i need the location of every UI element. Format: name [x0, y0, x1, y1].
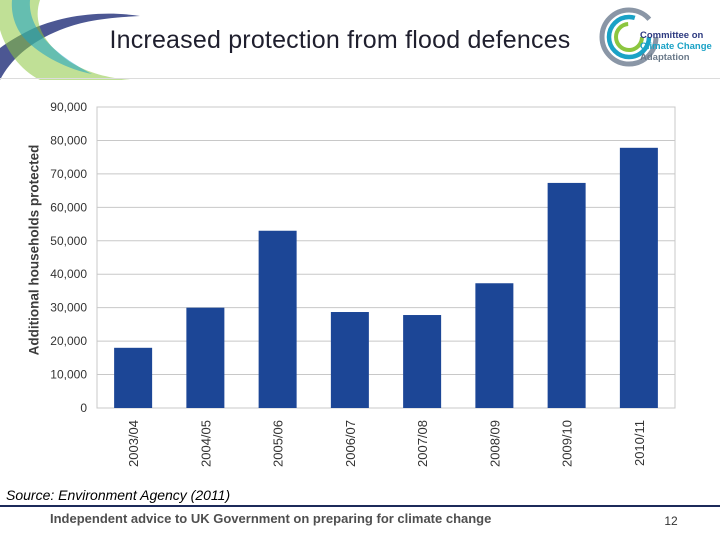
bar [547, 182, 586, 408]
bar-chart: 0 10,000 20,000 30,000 40,000 50,000 60,000 70,… [50, 100, 676, 467]
x-tick-label: 2007/08 [415, 420, 430, 467]
logo-line-1: Committee on [640, 30, 704, 41]
x-tick-label: 2006/07 [343, 420, 358, 467]
committee-logo [599, 7, 659, 67]
title-divider [0, 78, 720, 79]
corner-swoosh [0, 0, 140, 80]
x-tick-label: 2005/06 [271, 420, 286, 467]
footer-tagline: Independent advice to UK Government on p… [50, 511, 492, 526]
logo-line-3: Adaptation [640, 52, 690, 63]
bar [619, 147, 658, 408]
x-tick-label: 2009/10 [560, 420, 575, 467]
page-number: 12 [664, 514, 678, 528]
y-tick-label: 50,000 [50, 234, 87, 248]
x-tick-label: 2008/09 [487, 420, 502, 467]
x-tick-label: 2010/11 [632, 420, 647, 466]
y-tick-label: 60,000 [50, 200, 87, 214]
bar [475, 283, 514, 408]
y-tick-label: 10,000 [50, 368, 87, 382]
bar [403, 315, 442, 408]
y-tick-label: 30,000 [50, 301, 87, 315]
y-tick-label: 90,000 [50, 100, 87, 114]
y-tick-label: 0 [80, 401, 87, 415]
page-title: Increased protection from flood defences [109, 26, 571, 54]
y-tick-label: 70,000 [50, 167, 87, 181]
x-tick-label: 2004/05 [198, 420, 213, 467]
x-tick-label: 2003/04 [126, 420, 141, 467]
bar [114, 347, 153, 408]
bar [258, 230, 297, 408]
footer-band [0, 505, 720, 540]
logo-line-2: Climate Change [640, 41, 712, 52]
logo-wordmark: Committee on Climate Change Adaptation [640, 30, 712, 63]
bar [186, 307, 225, 408]
y-tick-label: 20,000 [50, 334, 87, 348]
source-note: Source: Environment Agency (2011) [6, 487, 231, 503]
bar [330, 312, 369, 408]
y-tick-label: 80,000 [50, 133, 87, 147]
plot-border [96, 106, 676, 409]
y-tick-label: 40,000 [50, 267, 87, 281]
